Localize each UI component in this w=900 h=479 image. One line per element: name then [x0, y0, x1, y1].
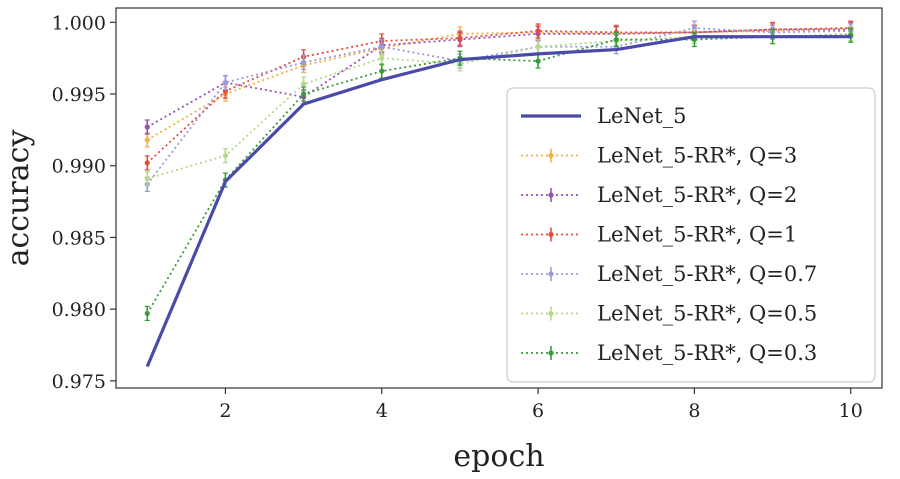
y-tick-label: 0.975	[52, 371, 106, 393]
data-point	[144, 137, 150, 143]
data-point	[379, 44, 385, 50]
legend-label: LeNet_5	[597, 104, 686, 128]
legend-label: LeNet_5-RR*, Q=0.7	[597, 262, 817, 286]
legend-swatch-marker	[548, 350, 554, 356]
legend-entry: LeNet_5-RR*, Q=1	[521, 223, 797, 247]
y-tick-label: 0.995	[52, 84, 106, 106]
y-tick-label: 0.990	[52, 156, 106, 178]
legend-label: LeNet_5-RR*, Q=0.5	[597, 302, 817, 326]
data-point	[300, 59, 307, 66]
x-tick-label: 6	[532, 400, 544, 422]
data-point	[535, 28, 541, 34]
legend-entry: LeNet_5-RR*, Q=0.5	[521, 302, 817, 326]
data-point	[300, 91, 307, 97]
series-0	[145, 35, 851, 368]
legend-box	[506, 87, 876, 383]
legend-label: LeNet_5-RR*, Q=3	[597, 144, 797, 168]
x-tick-label: 8	[688, 400, 700, 422]
series-line	[146, 27, 851, 185]
x-axis-label: epoch	[453, 439, 544, 474]
x-tick-label: 10	[839, 400, 863, 422]
data-point	[300, 81, 307, 87]
x-tick-label: 4	[376, 400, 388, 422]
legend-entry: LeNet_5-RR*, Q=3	[521, 144, 797, 168]
data-point	[144, 124, 150, 130]
data-point	[144, 310, 150, 317]
y-tick-label: 0.985	[52, 227, 106, 249]
legend-entry: LeNet_5-RR*, Q=2	[521, 183, 797, 207]
legend-entry: LeNet_5-RR*, Q=0.7	[521, 262, 817, 286]
y-axis-label: accuracy	[1, 130, 36, 267]
legend-swatch-marker	[548, 310, 554, 317]
legend-swatch-marker	[548, 231, 554, 238]
data-point	[613, 36, 619, 43]
legend-swatch-marker	[548, 152, 554, 159]
legend-swatch-marker	[548, 271, 554, 277]
legend-label: LeNet_5-RR*, Q=0.3	[597, 341, 817, 365]
plot-frame	[115, 7, 883, 389]
y-tick-label: 0.980	[52, 299, 106, 321]
series-line	[145, 35, 851, 368]
legend-entry: LeNet_5-RR*, Q=0.3	[521, 341, 817, 365]
legend-swatch-marker	[548, 192, 554, 198]
data-point	[457, 35, 463, 41]
legend-label: LeNet_5-RR*, Q=1	[597, 223, 797, 247]
data-point	[379, 55, 385, 61]
data-point	[222, 153, 229, 159]
data-point	[535, 58, 541, 64]
data-point	[144, 176, 150, 182]
data-point	[535, 44, 541, 50]
x-tick-label: 2	[219, 400, 231, 422]
data-point	[379, 68, 385, 74]
data-point	[144, 160, 150, 166]
legend-entry: LeNet_5	[521, 104, 686, 128]
series-line	[146, 34, 851, 314]
data-point	[222, 79, 229, 86]
y-tick-label: 1.000	[52, 12, 106, 34]
legend-label: LeNet_5-RR*, Q=2	[597, 183, 797, 207]
